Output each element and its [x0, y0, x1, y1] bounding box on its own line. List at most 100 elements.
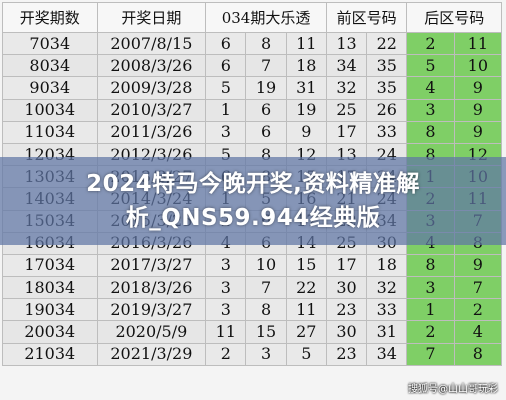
- back-number-cell: 10: [453, 54, 503, 78]
- back-number-cell: 9: [453, 76, 503, 100]
- back-number-cell: 1: [406, 298, 455, 322]
- period-cell: 17034: [2, 253, 98, 278]
- front-number-cell: 11: [205, 320, 247, 344]
- table-row: 20034 2020/5/9 11 15 27 30 31 2 4: [2, 320, 503, 344]
- back-number-cell: 7: [453, 276, 503, 300]
- period-cell: 9034: [2, 76, 98, 100]
- front-number-cell: 8: [245, 298, 287, 322]
- front-number-cell: 22: [285, 276, 327, 300]
- back-number-cell: 9: [453, 98, 503, 122]
- front-number-cell: 6: [205, 54, 247, 78]
- front-number-cell: 33: [366, 120, 408, 144]
- period-cell: 19034: [2, 298, 98, 322]
- front-number-cell: 30: [325, 276, 368, 300]
- front-number-cell: 19: [285, 98, 327, 122]
- front-number-cell: 31: [366, 320, 408, 344]
- date-cell: 2009/3/28: [96, 76, 207, 100]
- front-number-cell: 33: [366, 298, 408, 322]
- period-cell: 8034: [2, 54, 98, 78]
- front-number-cell: 6: [205, 31, 247, 56]
- period-cell: 20034: [2, 320, 98, 344]
- front-number-cell: 18: [285, 54, 327, 78]
- header-period: 开奖期数: [2, 2, 98, 33]
- back-number-cell: 2: [453, 298, 503, 322]
- front-number-cell: 5: [205, 76, 247, 100]
- table-row: 7034 2007/8/15 6 8 11 13 22 2 11: [2, 31, 503, 56]
- front-number-cell: 32: [325, 76, 368, 100]
- back-number-cell: 2: [406, 320, 455, 344]
- header-date: 开奖日期: [96, 2, 207, 33]
- front-number-cell: 23: [325, 342, 368, 366]
- banner-title-line-2: 析_QNS59.944经典版: [125, 205, 381, 231]
- front-number-cell: 35: [366, 76, 408, 100]
- table-header-row: 开奖期数 开奖日期 034期大乐透 前区号码 后区号码: [2, 2, 502, 33]
- front-number-cell: 35: [366, 54, 408, 78]
- front-number-cell: 7: [245, 54, 287, 78]
- front-number-cell: 13: [325, 31, 368, 56]
- header-issue-title: 034期大乐透: [205, 2, 327, 33]
- date-cell: 2007/8/15: [96, 31, 207, 56]
- front-number-cell: 2: [205, 342, 247, 366]
- date-cell: 2011/3/26: [96, 120, 207, 144]
- table-row: 17034 2017/3/27 3 10 15 17 18 8 9: [2, 253, 503, 278]
- banner-title-line-1: 2024特马今晚开奖,资料精准解: [86, 171, 420, 197]
- date-cell: 2017/3/27: [96, 253, 207, 278]
- front-number-cell: 27: [285, 320, 327, 344]
- front-number-cell: 17: [325, 120, 368, 144]
- period-cell: 7034: [2, 31, 98, 56]
- period-cell: 21034: [2, 342, 98, 366]
- front-number-cell: 11: [285, 298, 327, 322]
- front-number-cell: 9: [285, 120, 327, 144]
- back-number-cell: 8: [453, 342, 503, 366]
- source-watermark: 搜狐号@山山哥玩彩: [408, 384, 498, 395]
- table-row: 9034 2009/3/28 5 19 31 32 35 4 9: [2, 76, 503, 100]
- table-row: 18034 2018/3/26 3 7 22 30 32 3 7: [2, 276, 503, 300]
- period-cell: 18034: [2, 276, 98, 300]
- front-number-cell: 15: [245, 320, 287, 344]
- front-number-cell: 5: [285, 342, 327, 366]
- front-number-cell: 3: [245, 342, 287, 366]
- back-number-cell: 11: [453, 31, 503, 56]
- period-cell: 11034: [2, 120, 98, 144]
- front-number-cell: 7: [245, 276, 287, 300]
- back-number-cell: 8: [406, 120, 455, 144]
- front-number-cell: 3: [205, 276, 247, 300]
- front-number-cell: 11: [285, 31, 327, 56]
- front-number-cell: 26: [366, 98, 408, 122]
- date-cell: 2020/5/9: [96, 320, 207, 344]
- table-row: 11034 2011/3/26 3 6 9 17 33 8 9: [2, 120, 503, 144]
- header-back-zone: 后区号码: [406, 2, 502, 33]
- back-number-cell: 4: [406, 76, 455, 100]
- back-number-cell: 9: [453, 120, 503, 144]
- front-number-cell: 34: [325, 54, 368, 78]
- table-row: 10034 2010/3/27 1 6 19 25 26 3 9: [2, 98, 503, 122]
- back-number-cell: 4: [453, 320, 503, 344]
- back-number-cell: 9: [453, 253, 503, 278]
- front-number-cell: 8: [245, 31, 287, 56]
- front-number-cell: 18: [366, 253, 408, 278]
- title-banner: 2024特马今晚开奖,资料精准解 析_QNS59.944经典版: [0, 157, 506, 245]
- date-cell: 2010/3/27: [96, 98, 207, 122]
- date-cell: 2021/3/29: [96, 342, 207, 366]
- front-number-cell: 3: [205, 120, 247, 144]
- front-number-cell: 31: [285, 76, 327, 100]
- back-number-cell: 7: [406, 342, 455, 366]
- back-number-cell: 3: [406, 98, 455, 122]
- back-number-cell: 8: [406, 253, 455, 278]
- front-number-cell: 6: [245, 98, 287, 122]
- date-cell: 2018/3/26: [96, 276, 207, 300]
- back-number-cell: 5: [406, 54, 455, 78]
- front-number-cell: 34: [366, 342, 408, 366]
- front-number-cell: 19: [245, 76, 287, 100]
- front-number-cell: 23: [325, 298, 368, 322]
- front-number-cell: 6: [245, 120, 287, 144]
- header-front-zone: 前区号码: [325, 2, 408, 33]
- period-cell: 10034: [2, 98, 98, 122]
- front-number-cell: 3: [205, 298, 247, 322]
- back-number-cell: 3: [406, 276, 455, 300]
- front-number-cell: 32: [366, 276, 408, 300]
- front-number-cell: 22: [366, 31, 408, 56]
- front-number-cell: 3: [205, 253, 247, 278]
- date-cell: 2008/3/26: [96, 54, 207, 78]
- front-number-cell: 25: [325, 98, 368, 122]
